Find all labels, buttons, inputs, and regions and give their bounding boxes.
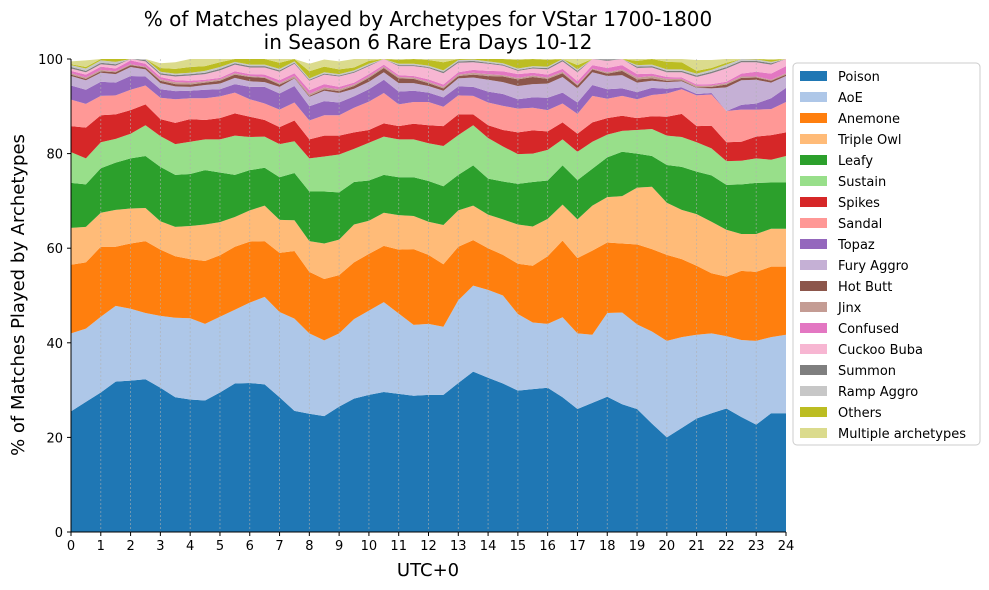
legend-swatch bbox=[800, 323, 827, 333]
x-tick-label: 13 bbox=[450, 539, 467, 554]
legend-label: Cuckoo Buba bbox=[838, 343, 923, 358]
legend-label: AoE bbox=[838, 91, 863, 106]
x-tick-label: 3 bbox=[156, 539, 164, 554]
y-tick-label: 80 bbox=[46, 148, 63, 163]
legend-label: Confused bbox=[838, 322, 899, 337]
legend-swatch bbox=[800, 281, 827, 291]
x-tick-label: 20 bbox=[659, 539, 676, 554]
chart-title-line1: % of Matches played by Archetypes for VS… bbox=[144, 7, 713, 31]
legend-label: Fury Aggro bbox=[838, 259, 909, 274]
legend-swatch bbox=[800, 302, 827, 312]
legend-swatch bbox=[800, 239, 827, 249]
y-axis-label: % of Matches Played by Archetypes bbox=[8, 134, 29, 456]
x-axis-label: UTC+0 bbox=[397, 560, 459, 581]
legend-swatch bbox=[800, 407, 827, 417]
legend-swatch bbox=[800, 344, 827, 354]
legend-frame bbox=[792, 62, 981, 446]
y-tick-label: 40 bbox=[46, 337, 63, 352]
x-tick-label: 9 bbox=[335, 539, 343, 554]
legend-label: Leafy bbox=[838, 154, 873, 169]
y-tick-label: 0 bbox=[55, 526, 63, 541]
legend-label: Jinx bbox=[837, 301, 862, 316]
x-tick-label: 4 bbox=[186, 539, 194, 554]
legend-label: Spikes bbox=[838, 196, 880, 211]
x-tick-label: 15 bbox=[510, 539, 527, 554]
x-tick-label: 1 bbox=[97, 539, 105, 554]
x-tick-label: 6 bbox=[246, 539, 254, 554]
y-ticks: 0 20 40 60 80 100 bbox=[38, 53, 71, 541]
legend-label: Poison bbox=[838, 70, 880, 85]
legend-label: Sandal bbox=[838, 217, 882, 232]
legend-swatch bbox=[800, 176, 827, 186]
area-series-cuckoo-buba bbox=[71, 59, 786, 91]
x-tick-label: 7 bbox=[275, 539, 283, 554]
area-series-ramp-aggro bbox=[71, 59, 786, 80]
x-tick-label: 19 bbox=[629, 539, 646, 554]
x-tick-label: 17 bbox=[569, 539, 586, 554]
legend-swatch bbox=[800, 197, 827, 207]
legend-swatch bbox=[800, 386, 827, 396]
legend-label: Ramp Aggro bbox=[838, 385, 918, 400]
legend-label: Hot Butt bbox=[838, 280, 892, 295]
x-tick-label: 21 bbox=[688, 539, 705, 554]
x-tick-label: 8 bbox=[305, 539, 313, 554]
legend-label: Summon bbox=[838, 364, 896, 379]
area-series-fury-aggro bbox=[71, 67, 786, 112]
legend-label: Anemone bbox=[838, 112, 900, 127]
x-tick-label: 16 bbox=[539, 539, 556, 554]
x-ticks: 0 1 2 3 4 5 6 7 8 9 10 11 12 13 14 15 16 17 18 19 20 21 22 23 24 bbox=[67, 532, 794, 554]
legend-swatch bbox=[800, 134, 827, 144]
legend-swatch bbox=[800, 113, 827, 123]
legend-swatch bbox=[800, 71, 827, 81]
legend-swatch bbox=[800, 260, 827, 270]
legend-label: Triple Owl bbox=[837, 133, 901, 148]
area-series-leafy bbox=[71, 151, 786, 244]
x-tick-label: 2 bbox=[126, 539, 134, 554]
legend-label: Topaz bbox=[837, 238, 875, 253]
x-tick-label: 0 bbox=[67, 539, 75, 554]
legend-swatch bbox=[800, 365, 827, 375]
legend-swatch bbox=[800, 218, 827, 228]
legend-swatch bbox=[800, 428, 827, 438]
legend-label: Others bbox=[838, 406, 882, 421]
legend-swatch bbox=[800, 155, 827, 165]
x-tick-label: 5 bbox=[216, 539, 224, 554]
legend-label: Sustain bbox=[838, 175, 886, 190]
x-tick-label: 22 bbox=[718, 539, 735, 554]
legend: Poison AoE Anemone Triple Owl Leafy Sustain Sp… bbox=[792, 62, 981, 446]
legend-label: Multiple archetypes bbox=[838, 427, 966, 442]
chart-title-line2: in Season 6 Rare Era Days 10-12 bbox=[264, 30, 593, 54]
x-tick-label: 11 bbox=[390, 539, 407, 554]
x-tick-label: 23 bbox=[748, 539, 765, 554]
vertical-grid bbox=[100, 59, 757, 532]
x-tick-label: 18 bbox=[599, 539, 616, 554]
y-tick-label: 60 bbox=[46, 242, 63, 257]
area-series-anemone bbox=[71, 240, 786, 341]
x-tick-label: 12 bbox=[420, 539, 437, 554]
y-tick-label: 100 bbox=[38, 53, 63, 68]
y-tick-label: 20 bbox=[46, 431, 63, 446]
area-series-sustain bbox=[71, 125, 786, 193]
x-tick-label: 24 bbox=[778, 539, 795, 554]
legend-swatch bbox=[800, 92, 827, 102]
area-series-multiple-archetypes bbox=[71, 59, 786, 72]
x-tick-label: 10 bbox=[361, 539, 378, 554]
area-series-hot-butt bbox=[71, 65, 786, 97]
x-tick-label: 14 bbox=[480, 539, 497, 554]
